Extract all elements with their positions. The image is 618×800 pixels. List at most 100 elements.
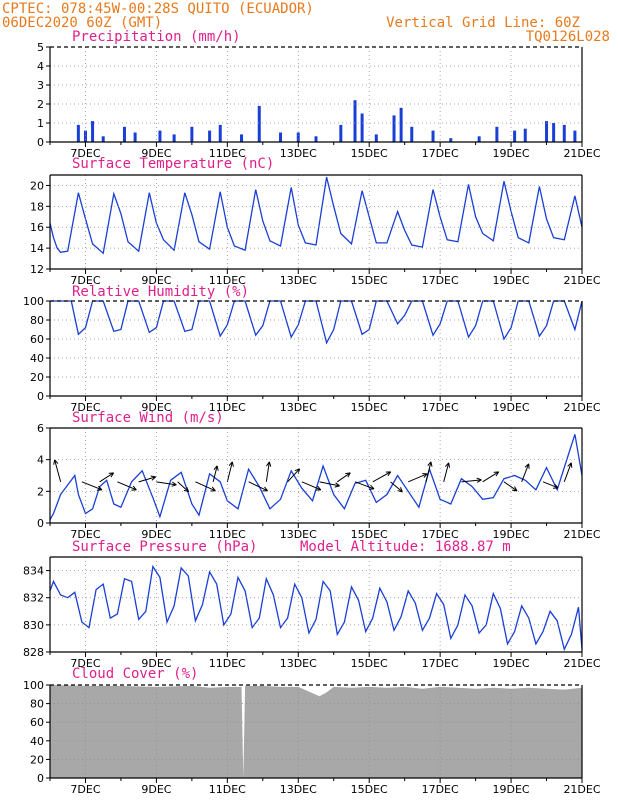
humidity-x-tick-label: 7DEC <box>70 401 100 414</box>
humidity-x-tick-label: 19DEC <box>493 401 530 414</box>
pressure-y-tick-label: 830 <box>23 619 44 632</box>
wind-vector-head <box>108 472 115 478</box>
wind-vector-head <box>171 481 177 487</box>
wind-x-tick-label: 9DEC <box>141 528 171 541</box>
wind-vector-arrow <box>372 471 391 483</box>
wind-x-tick-label: 11DEC <box>209 528 246 541</box>
precip-y-tick-label: 3 <box>37 79 44 92</box>
pressure-series-line <box>49 564 583 652</box>
wind-vector-arrow <box>319 481 340 487</box>
wind-vector-arrow <box>81 481 103 491</box>
wind-series-line <box>49 434 583 521</box>
precip-x-tick-label: 19DEC <box>493 147 530 160</box>
cloud-x-tick-label: 9DEC <box>141 783 171 796</box>
humidity-y-tick-label: 60 <box>30 333 44 346</box>
precip-bar <box>552 123 556 142</box>
wind-vector-arrow <box>482 471 499 483</box>
precip-bar <box>257 105 261 142</box>
wind-vector-arrow <box>461 479 482 483</box>
humidity-x-tick-label: 11DEC <box>209 401 246 414</box>
wind-vector-arrow <box>425 461 432 482</box>
wind-vector-arrow <box>354 481 375 490</box>
pressure-x-tick-label: 13DEC <box>280 657 317 670</box>
precip-bar <box>208 130 212 142</box>
precip-y-tick-label: 0 <box>37 136 44 149</box>
cloud-x-tick-label: 19DEC <box>493 783 530 796</box>
precip-x-tick-label: 9DEC <box>141 147 171 160</box>
header-grid-note: Vertical Grid Line: 60Z <box>386 15 580 31</box>
precip-bar <box>91 121 95 142</box>
precip-bar <box>83 130 87 142</box>
humidity-y-tick-label: 40 <box>30 352 44 365</box>
cloud-x-tick-label: 15DEC <box>351 783 388 796</box>
temperature-x-tick-label: 15DEC <box>351 274 388 287</box>
precip-bar <box>133 132 137 142</box>
precip-bar <box>76 124 80 142</box>
precip-bar <box>360 113 364 142</box>
wind-vector-head <box>524 463 530 469</box>
pressure-title: Surface Pressure (hPa) <box>72 539 257 555</box>
wind-vector-head <box>131 485 137 491</box>
precip-bar <box>523 128 527 142</box>
wind-vector-head <box>150 475 157 481</box>
temperature-x-tick-label: 17DEC <box>422 274 459 287</box>
pressure-x-tick-label: 15DEC <box>351 657 388 670</box>
precip-x-tick-label: 11DEC <box>209 147 246 160</box>
precip-panel: Precipitation (mm/h) 0 1 2 3 4 5 7DEC 9DEC 11DEC 1… <box>37 29 601 160</box>
wind-vector-head <box>445 462 451 468</box>
pressure-x-tick-label: 17DEC <box>422 657 459 670</box>
humidity-y-tick-label: 0 <box>37 390 44 403</box>
temperature-series-line <box>49 176 583 255</box>
wind-vector-arrow <box>443 462 450 482</box>
precip-bar <box>190 126 194 142</box>
precip-bar <box>399 107 403 142</box>
wind-vector-head <box>511 486 518 492</box>
precip-bar <box>431 130 435 142</box>
wind-vector-arrow <box>287 468 300 483</box>
temperature-y-tick-label: 14 <box>30 242 44 255</box>
temperature-title: Surface Temperature (nC) <box>72 156 274 172</box>
cloud-area <box>50 685 582 778</box>
wind-vector-arrow <box>408 473 428 483</box>
wind-x-tick-label: 7DEC <box>70 528 100 541</box>
wind-vector-arrow <box>99 472 114 483</box>
wind-vector-head <box>228 461 234 467</box>
wind-vector-arrow <box>177 481 190 493</box>
humidity-x-tick-label: 9DEC <box>141 401 171 414</box>
wind-vector-head <box>368 484 375 490</box>
wind-vector-head <box>422 473 428 478</box>
precip-bar <box>101 136 105 142</box>
precip-x-tick-label: 17DEC <box>422 147 459 160</box>
precip-y-tick-label: 5 <box>37 41 44 54</box>
precip-bar <box>353 100 357 142</box>
cloud-x-tick-label: 13DEC <box>280 783 317 796</box>
precip-title: Precipitation (mm/h) <box>72 29 241 45</box>
cloud-y-tick-label: 100 <box>23 679 44 692</box>
temperature-x-tick-label: 21DEC <box>563 274 600 287</box>
pressure-x-tick-label: 7DEC <box>70 657 100 670</box>
precip-x-tick-label: 7DEC <box>70 147 100 160</box>
header-run-time: 06DEC2020 60Z (GMT) <box>2 15 162 31</box>
wind-vector-head <box>210 486 216 492</box>
pressure-annotation: Model Altitude: 1688.87 m <box>300 539 511 555</box>
wind-vector-head <box>262 486 269 492</box>
precip-y-tick-label: 4 <box>37 60 44 73</box>
precip-bar <box>218 124 222 142</box>
wind-vector-arrow <box>248 481 268 492</box>
wind-vector-head <box>266 461 272 467</box>
wind-vector-head <box>334 482 340 488</box>
wind-vector-arrow <box>54 459 62 482</box>
wind-vector-arrow <box>336 472 351 483</box>
cloud-x-tick-label: 17DEC <box>422 783 459 796</box>
pressure-x-tick-label: 19DEC <box>493 657 530 670</box>
wind-vector-arrow <box>390 481 403 493</box>
temperature-x-tick-label: 7DEC <box>70 274 100 287</box>
precip-x-tick-label: 13DEC <box>280 147 317 160</box>
wind-vector-head <box>552 483 559 489</box>
precip-x-tick-label: 21DEC <box>563 147 600 160</box>
precip-bar <box>477 136 481 142</box>
humidity-y-tick-label: 20 <box>30 371 44 384</box>
cloud-title: Cloud Cover (%) <box>72 666 198 682</box>
precip-bar <box>374 134 378 142</box>
